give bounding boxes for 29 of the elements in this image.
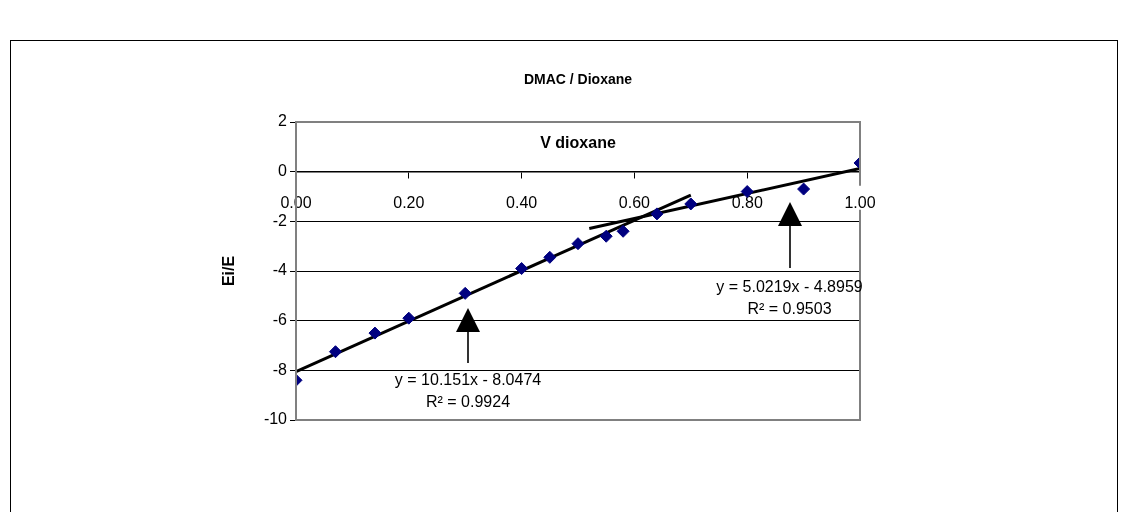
x-axis-title: V dioxane bbox=[540, 134, 616, 152]
point bbox=[515, 262, 529, 276]
point bbox=[599, 229, 613, 243]
y-tick-label: -2 bbox=[272, 211, 288, 229]
annotation: y = 5.0219x - 4.8959 R² = 0.9503 bbox=[716, 278, 863, 318]
y-tick-label: 0 bbox=[278, 162, 288, 180]
point bbox=[458, 286, 472, 300]
x-tick-label: 0.40 bbox=[506, 193, 538, 211]
x-tick-label: 1.00 bbox=[844, 193, 876, 211]
x-tick-label: 0.80 bbox=[731, 193, 763, 211]
point bbox=[368, 326, 382, 340]
annotation: y = 10.151x - 8.0474 R² = 0.9924 bbox=[394, 371, 542, 411]
x-tick-label: 0.60 bbox=[618, 193, 651, 211]
point bbox=[616, 224, 630, 238]
y-tick-label: 2 bbox=[278, 112, 288, 130]
point bbox=[571, 237, 585, 251]
point bbox=[543, 250, 557, 264]
chart-title: DMAC / Dioxane bbox=[523, 70, 633, 87]
y-axis-title: Ei/E bbox=[220, 255, 238, 287]
point bbox=[650, 207, 664, 221]
point bbox=[797, 182, 811, 196]
point bbox=[328, 345, 342, 359]
y-tick-label: -6 bbox=[272, 311, 288, 329]
x-tick-label: 0.20 bbox=[393, 193, 425, 211]
point bbox=[684, 197, 698, 211]
point bbox=[402, 311, 416, 325]
y-tick-label: -8 bbox=[272, 360, 288, 378]
y-tick-label: -10 bbox=[263, 410, 288, 428]
y-tick-label: -4 bbox=[272, 261, 288, 279]
